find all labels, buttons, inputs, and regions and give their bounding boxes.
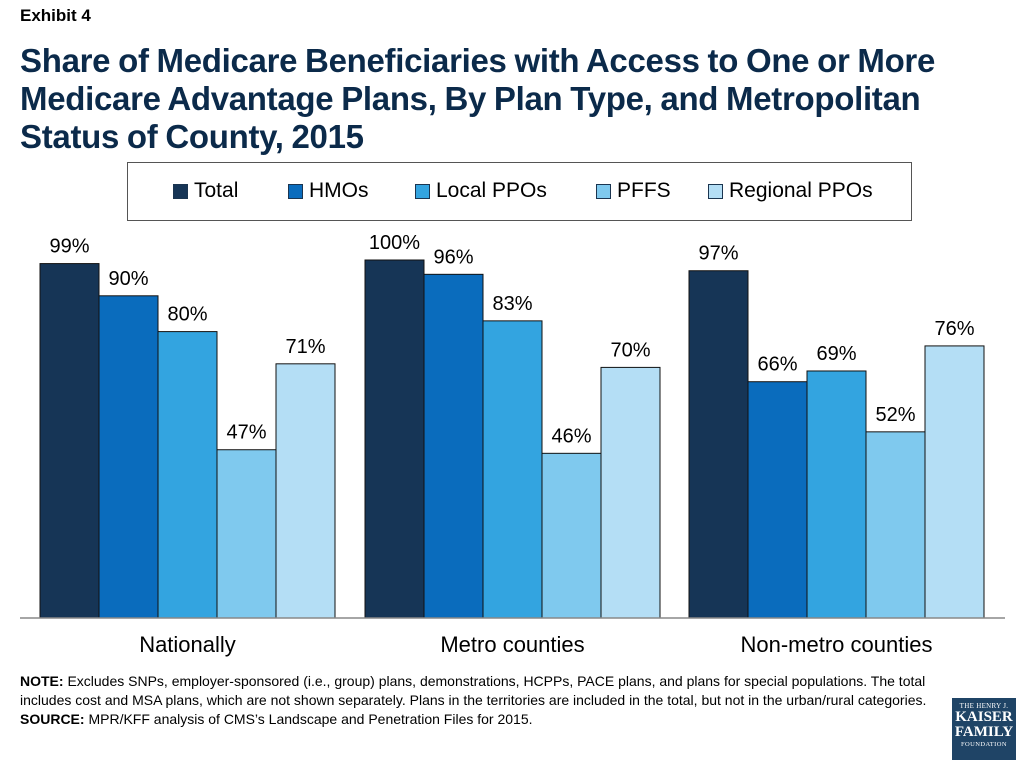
- legend-swatch: [288, 183, 303, 199]
- bar-local-ppos: [482, 320, 543, 619]
- exhibit-label: Exhibit 4: [20, 6, 91, 25]
- category-label: Non-metro counties: [741, 632, 933, 657]
- legend-label: Local PPOs: [436, 179, 547, 202]
- kff-logo: THE HENRY J. KAISER FAMILY FOUNDATION: [952, 698, 1016, 760]
- data-label-hmos: 90%: [108, 268, 148, 290]
- source-text: MPR/KFF analysis of CMS’s Landscape and …: [84, 711, 533, 727]
- bar-total: [39, 263, 100, 619]
- bar-pffs: [541, 452, 602, 619]
- data-label-total: 99%: [49, 236, 89, 258]
- legend-label: Total: [194, 179, 239, 202]
- legend-label: Regional PPOs: [729, 179, 873, 202]
- bar-hmos: [747, 381, 808, 619]
- bar-pffs: [216, 449, 277, 619]
- legend-item-total: Total: [173, 179, 238, 203]
- data-label-regional-ppos: 70%: [610, 339, 650, 361]
- legend-item-hmos: HMOs: [288, 179, 369, 203]
- bar-chart: 99% 90% 80% 47% 71% Nationally 100% 96% 83% 46% 70…: [20, 232, 1005, 657]
- data-label-total: 97%: [698, 243, 738, 265]
- data-label-local-ppos: 83%: [492, 293, 532, 315]
- bar-pffs: [865, 431, 926, 619]
- data-label-regional-ppos: 76%: [934, 318, 974, 340]
- category-label: Nationally: [139, 632, 236, 657]
- data-label-total: 100%: [369, 232, 420, 254]
- source-label: SOURCE:: [20, 711, 85, 727]
- legend: Total HMOs Local PPOs PFFS Regional PPOs: [127, 162, 912, 221]
- legend-swatch: [708, 183, 723, 199]
- data-label-local-ppos: 80%: [167, 304, 207, 326]
- logo-line-4: FOUNDATION: [961, 741, 1007, 748]
- bar-regional-ppos: [275, 363, 336, 619]
- bar-local-ppos: [157, 331, 218, 619]
- legend-swatch: [415, 183, 430, 199]
- bar-regional-ppos: [924, 345, 985, 619]
- chart-title: Share of Medicare Beneficiaries with Acc…: [20, 42, 936, 155]
- bar-total: [364, 259, 425, 619]
- data-label-pffs: 47%: [226, 422, 266, 444]
- data-label-local-ppos: 69%: [816, 343, 856, 365]
- category-label: Metro counties: [440, 632, 584, 657]
- bar-hmos: [423, 273, 484, 619]
- legend-label: PFFS: [617, 179, 671, 202]
- bar-local-ppos: [806, 370, 867, 619]
- data-label-pffs: 46%: [551, 425, 591, 447]
- logo-line-3: FAMILY: [954, 724, 1014, 740]
- note-label: NOTE:: [20, 673, 64, 689]
- source-paragraph: SOURCE: MPR/KFF analysis of CMS’s Landsc…: [20, 710, 945, 729]
- note-text: Excludes SNPs, employer-sponsored (i.e.,…: [20, 673, 927, 708]
- legend-label: HMOs: [309, 179, 369, 202]
- legend-item-pffs: PFFS: [596, 179, 671, 203]
- legend-item-regional-ppos: Regional PPOs: [708, 179, 873, 203]
- data-label-hmos: 96%: [433, 246, 473, 268]
- logo-line-2: KAISER: [955, 709, 1013, 725]
- data-label-hmos: 66%: [757, 354, 797, 376]
- legend-swatch: [596, 183, 611, 199]
- legend-item-local-ppos: Local PPOs: [415, 179, 547, 203]
- bar-regional-ppos: [600, 366, 661, 619]
- legend-swatch: [173, 183, 188, 199]
- data-label-pffs: 52%: [875, 404, 915, 426]
- bar-total: [688, 270, 749, 619]
- footnote: NOTE: Excludes SNPs, employer-sponsored …: [20, 672, 945, 729]
- bar-hmos: [98, 295, 159, 619]
- note-paragraph: NOTE: Excludes SNPs, employer-sponsored …: [20, 672, 945, 710]
- data-label-regional-ppos: 71%: [285, 336, 325, 358]
- logo-line-1: THE HENRY J.: [959, 702, 1009, 710]
